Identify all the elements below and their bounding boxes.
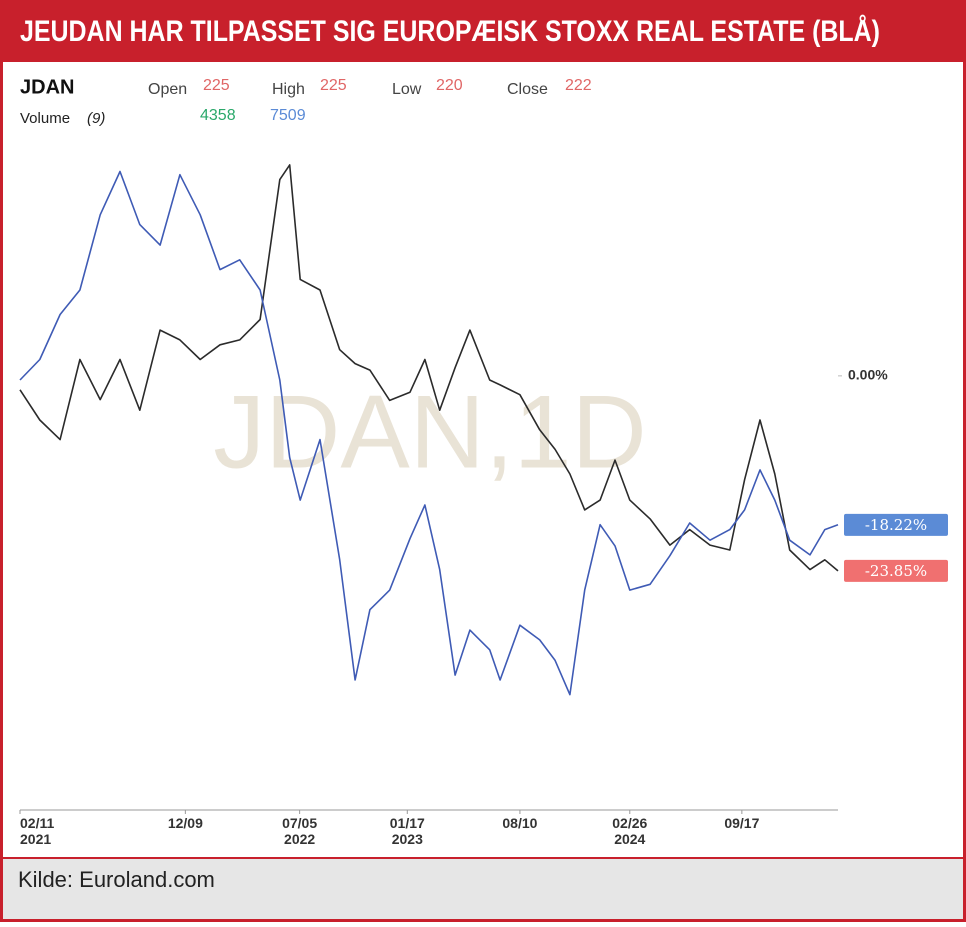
title-bar xyxy=(0,0,966,62)
symbol: JDAN xyxy=(20,76,74,98)
x-tick-label: 12/09 xyxy=(168,815,203,831)
high-label: High xyxy=(272,81,305,98)
volume-label: Volume xyxy=(20,110,70,127)
volume-value: 7509 xyxy=(270,107,306,124)
x-tick-label: 07/05 2022 xyxy=(282,815,317,847)
source: Kilde: Euroland.com xyxy=(18,867,215,892)
volume-period: (9) xyxy=(87,110,105,127)
end-label-box xyxy=(844,559,948,582)
volume-value: 4358 xyxy=(200,107,236,124)
title: JEUDAN HAR TILPASSET SIG EUROPÆISK STOXX… xyxy=(20,15,880,48)
high-value: 225 xyxy=(320,77,347,94)
low-label: Low xyxy=(392,81,422,98)
low-value: 220 xyxy=(436,77,463,94)
series-line xyxy=(19,170,839,696)
x-tick-label: 02/26 2024 xyxy=(612,815,647,847)
x-tick-label: 02/11 2021 xyxy=(20,815,54,847)
close-label: Close xyxy=(507,81,548,98)
open-value: 225 xyxy=(203,77,230,94)
open-label: Open xyxy=(148,81,187,98)
footer xyxy=(3,858,963,919)
watermark: JDAN,1D xyxy=(213,374,646,490)
x-tick-label: 08/10 xyxy=(502,815,537,831)
y-tick-label: 0.00% xyxy=(848,367,888,383)
series-line xyxy=(19,164,839,572)
end-label: -23.85% xyxy=(865,562,927,580)
end-label-box xyxy=(844,513,948,536)
close-value: 222 xyxy=(565,77,592,94)
end-label: -18.22% xyxy=(865,516,927,534)
x-tick-label: 09/17 xyxy=(724,815,759,831)
x-tick-label: 01/17 2023 xyxy=(390,815,425,847)
